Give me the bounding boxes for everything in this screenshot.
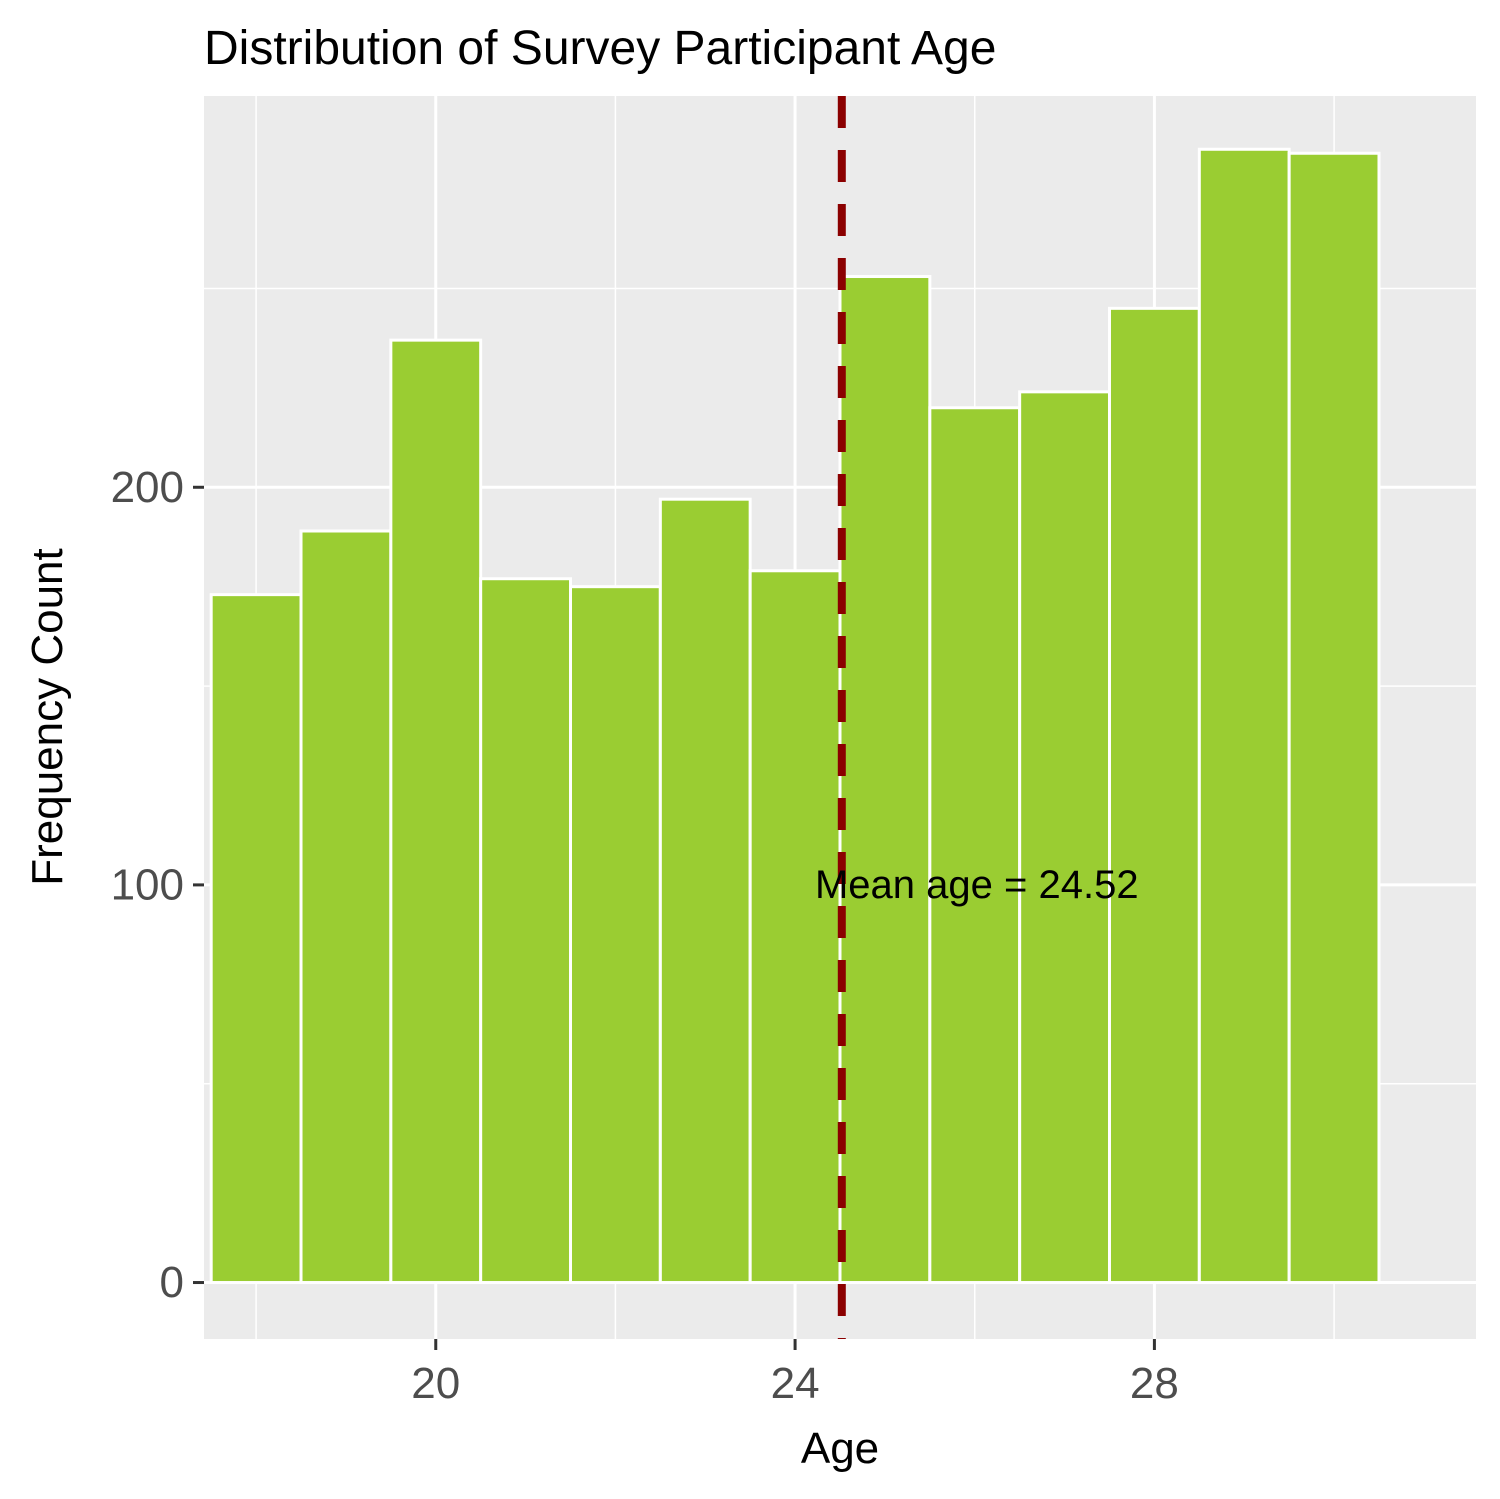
histogram-bar — [569, 585, 662, 1285]
histogram-bar — [1107, 306, 1201, 1285]
histogram-bar — [1287, 151, 1381, 1285]
y-axis-title: Frequency Count — [23, 548, 72, 886]
histogram-bar — [299, 529, 393, 1285]
axes: 20 24 28 0 100 200 — [111, 463, 1179, 1408]
histogram-bar — [748, 569, 842, 1285]
histogram-bar — [1197, 147, 1291, 1285]
histogram-bar — [658, 497, 752, 1285]
histogram-bar — [479, 577, 573, 1285]
chart-title: Distribution of Survey Participant Age — [204, 22, 996, 75]
mean-annotation: Mean age = 24.52 — [815, 863, 1139, 907]
histogram-bar — [1018, 390, 1111, 1285]
y-tick-label: 200 — [111, 463, 184, 512]
x-axis-title: Age — [801, 1424, 879, 1473]
x-tick-label: 20 — [411, 1359, 460, 1408]
histogram-bar — [838, 275, 932, 1285]
histogram-bar — [928, 406, 1022, 1285]
mean-marker: Mean age = 24.52 — [815, 96, 1139, 1339]
x-tick-label: 28 — [1130, 1359, 1179, 1408]
histogram-bar — [209, 593, 303, 1285]
histogram-bar — [389, 338, 483, 1285]
y-tick-label: 0 — [160, 1258, 184, 1307]
x-tick-label: 24 — [771, 1359, 820, 1408]
histogram-bars — [209, 147, 1381, 1285]
y-tick-label: 100 — [111, 860, 184, 909]
